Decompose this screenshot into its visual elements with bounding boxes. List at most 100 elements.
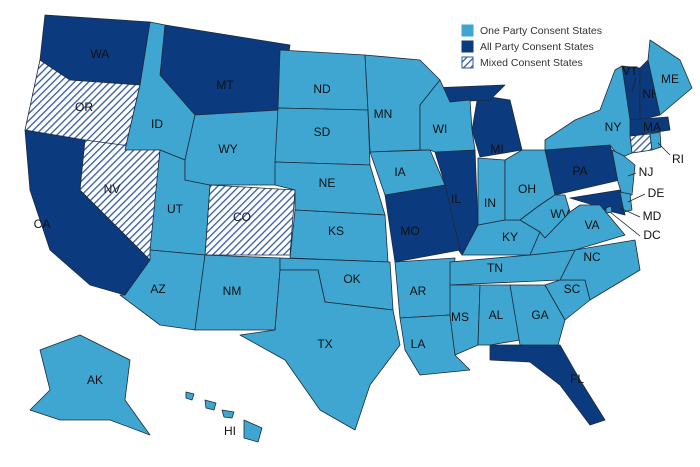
state: SD	[274, 107, 371, 166]
state-label: KY	[502, 230, 518, 244]
state: ND	[277, 49, 369, 111]
state: MI	[429, 84, 523, 158]
state-region	[239, 269, 401, 431]
state: WI	[419, 79, 476, 153]
state-region	[369, 149, 446, 196]
legend-swatch	[461, 56, 474, 69]
state-label: VA	[584, 218, 599, 232]
state: AR	[394, 257, 456, 319]
state: ME	[647, 39, 693, 116]
state: TX	[239, 269, 401, 431]
state-region	[243, 419, 263, 443]
state-label: KS	[328, 224, 344, 238]
state: IN	[477, 157, 506, 226]
state: WY	[184, 109, 281, 186]
state-label: CA	[34, 217, 51, 231]
state: MO	[384, 184, 461, 263]
state: AK	[29, 334, 151, 436]
state-region	[649, 131, 662, 151]
state-label: MS	[451, 310, 469, 324]
state: DC	[605, 205, 661, 242]
state-label: MT	[216, 78, 234, 92]
state-label: OR	[75, 100, 93, 114]
legend-label: Mixed Consent States	[480, 57, 583, 69]
state-label: NE	[319, 176, 336, 190]
legend-label: All Party Consent States	[480, 41, 594, 53]
state-label: NY	[605, 120, 622, 134]
state-label: DC	[643, 228, 661, 242]
state-region	[605, 205, 613, 214]
state-region	[647, 39, 693, 116]
state-label: MN	[374, 107, 393, 121]
state-label: SC	[564, 282, 581, 296]
state-label: NV	[104, 182, 121, 196]
state-region	[204, 399, 217, 411]
state-region	[449, 284, 481, 356]
state: RI	[649, 131, 684, 166]
state: VA	[529, 204, 626, 256]
state-label: MD	[643, 209, 662, 223]
state-label: SD	[314, 125, 331, 139]
state-label: AZ	[150, 282, 165, 296]
state: MN	[364, 54, 441, 153]
legend-swatch	[461, 24, 474, 37]
state: FL	[489, 344, 606, 426]
state: CO	[204, 184, 296, 256]
state: LA	[399, 314, 471, 376]
state-label: TX	[317, 337, 332, 351]
state-label: MA	[643, 120, 661, 134]
state-label: NJ	[639, 165, 654, 179]
state-label: ME	[661, 72, 679, 86]
state-region	[29, 334, 151, 436]
legend: One Party Consent States All Party Conse…	[461, 24, 602, 69]
state-region	[629, 133, 653, 154]
state-label: AK	[87, 373, 103, 387]
state-label: IL	[451, 192, 461, 206]
state-label: NC	[583, 250, 601, 264]
state: NY	[544, 65, 633, 159]
legend-entry: Mixed Consent States	[461, 56, 583, 69]
legend-entry: All Party Consent States	[461, 40, 594, 53]
state-region	[477, 157, 506, 226]
state: KS	[289, 209, 389, 263]
state-label: IA	[394, 165, 405, 179]
state-region	[419, 79, 476, 153]
state-region	[619, 191, 633, 213]
state-label: WY	[218, 142, 237, 156]
state-region	[611, 149, 636, 196]
leader-lines	[609, 77, 671, 237]
state-region	[509, 284, 566, 346]
state-label: MI	[490, 142, 503, 156]
state-region	[471, 94, 523, 158]
state-label: AL	[489, 308, 504, 322]
state-label: ND	[313, 82, 331, 96]
state-label: WA	[91, 47, 110, 61]
state-label: IN	[484, 196, 496, 210]
state-label: ID	[151, 117, 163, 131]
state: MA	[627, 116, 671, 137]
state-label: GA	[531, 308, 548, 322]
state: HI	[185, 391, 263, 443]
state-region	[477, 284, 521, 346]
state-label: OK	[343, 272, 360, 286]
state-region	[185, 391, 195, 401]
legend-label: One Party Consent States	[480, 25, 602, 37]
state: AL	[477, 284, 521, 346]
state: GA	[509, 284, 566, 346]
state-label: OH	[518, 182, 536, 196]
state-label: CO	[233, 210, 251, 224]
state-region	[449, 249, 576, 286]
state: MS	[449, 284, 481, 356]
legend-swatch	[461, 40, 474, 53]
state-label: RI	[672, 152, 684, 166]
state-label: TN	[487, 261, 503, 275]
state-region	[529, 204, 626, 256]
state-label: VT	[622, 64, 638, 78]
state-label: MO	[400, 224, 419, 238]
state: PA	[544, 144, 621, 196]
state-label: LA	[411, 337, 426, 351]
state-region	[544, 65, 633, 159]
state-label: DE	[648, 186, 665, 200]
state: TN	[449, 249, 576, 286]
state-label: FL	[570, 372, 584, 386]
